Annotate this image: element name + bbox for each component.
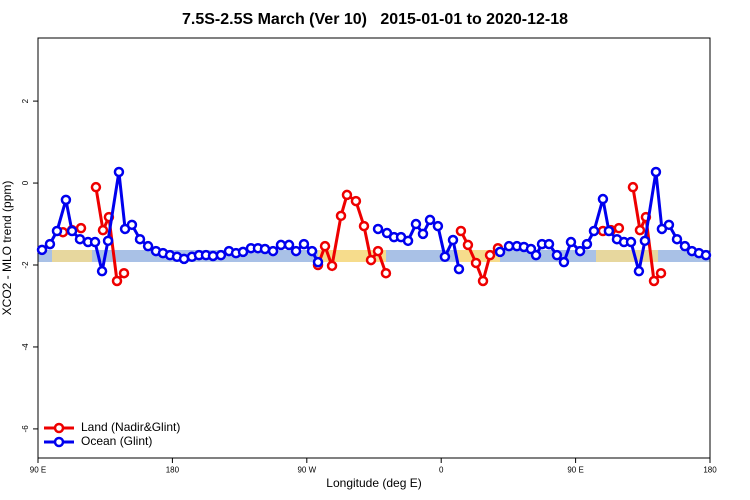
data-point bbox=[259, 243, 271, 255]
data-point bbox=[290, 245, 302, 257]
data-point bbox=[432, 220, 444, 232]
data-point bbox=[462, 239, 474, 251]
data-point bbox=[648, 275, 660, 287]
y-tick-label: -4 bbox=[21, 343, 30, 351]
data-point bbox=[102, 235, 114, 247]
data-point bbox=[358, 220, 370, 232]
data-point bbox=[372, 245, 384, 257]
data-point bbox=[663, 219, 675, 231]
data-point bbox=[380, 267, 392, 279]
data-point bbox=[89, 236, 101, 248]
data-point bbox=[341, 189, 353, 201]
data-point bbox=[410, 218, 422, 230]
data-point bbox=[453, 263, 465, 275]
data-point bbox=[66, 225, 78, 237]
data-point bbox=[558, 256, 570, 268]
x-tick-label: 0 bbox=[439, 466, 444, 475]
data-point bbox=[275, 239, 287, 251]
data-point bbox=[90, 181, 102, 193]
data-point bbox=[36, 244, 48, 256]
x-axis-label: Longitude (deg E) bbox=[326, 476, 421, 490]
y-tick-label: 2 bbox=[21, 98, 30, 103]
data-point bbox=[306, 245, 318, 257]
data-point bbox=[574, 245, 586, 257]
data-point bbox=[215, 249, 227, 261]
data-point bbox=[96, 265, 108, 277]
data-point bbox=[634, 224, 646, 236]
data-point bbox=[44, 238, 56, 250]
data-point bbox=[267, 245, 279, 257]
x-tick-label: 90 E bbox=[567, 466, 583, 475]
x-tick-label: 180 bbox=[166, 466, 180, 475]
data-point bbox=[75, 222, 87, 234]
data-point bbox=[97, 224, 109, 236]
data-point bbox=[113, 166, 125, 178]
data-point bbox=[565, 236, 577, 248]
data-point bbox=[335, 210, 347, 222]
data-point bbox=[372, 223, 384, 235]
data-point bbox=[597, 193, 609, 205]
y-axis-label: XCO2 - MLO trend (ppm) bbox=[0, 181, 14, 316]
data-point bbox=[126, 219, 138, 231]
data-point bbox=[350, 195, 362, 207]
data-point bbox=[237, 246, 249, 258]
data-point bbox=[613, 222, 625, 234]
land-strip bbox=[596, 250, 658, 262]
data-point bbox=[543, 238, 555, 250]
y-tick-label: -6 bbox=[21, 425, 30, 433]
data-point bbox=[470, 257, 482, 269]
data-point bbox=[639, 235, 651, 247]
data-point bbox=[111, 275, 123, 287]
legend-marker bbox=[53, 422, 65, 434]
data-point bbox=[417, 228, 429, 240]
data-point bbox=[679, 240, 691, 252]
data-point bbox=[365, 254, 377, 266]
data-point bbox=[60, 194, 72, 206]
y-tick-label: 0 bbox=[21, 180, 30, 185]
data-point bbox=[312, 256, 324, 268]
legend-label: Ocean (Glint) bbox=[81, 434, 152, 448]
chart-title: 7.5S-2.5S March (Ver 10) 2015-01-01 to 2… bbox=[182, 11, 568, 28]
x-tick-label: 90 W bbox=[297, 466, 316, 475]
data-point bbox=[118, 267, 130, 279]
x-tick-label: 90 E bbox=[30, 466, 46, 475]
land-strip bbox=[52, 250, 92, 262]
data-point bbox=[424, 214, 436, 226]
data-point bbox=[402, 235, 414, 247]
data-point bbox=[51, 225, 63, 237]
data-point bbox=[650, 166, 662, 178]
y-tick-label: -2 bbox=[21, 261, 30, 269]
data-point bbox=[530, 249, 542, 261]
legend-marker bbox=[53, 436, 65, 448]
legend: Land (Nadir&Glint)Ocean (Glint) bbox=[44, 420, 180, 448]
data-point bbox=[439, 251, 451, 263]
data-point bbox=[627, 181, 639, 193]
data-point bbox=[319, 240, 331, 252]
data-point bbox=[455, 225, 467, 237]
data-point bbox=[551, 249, 563, 261]
data-point bbox=[447, 234, 459, 246]
data-point bbox=[700, 249, 712, 261]
data-point bbox=[655, 267, 667, 279]
data-point bbox=[588, 225, 600, 237]
data-point bbox=[326, 260, 338, 272]
data-point bbox=[581, 238, 593, 250]
data-point bbox=[603, 225, 615, 237]
data-point bbox=[74, 233, 86, 245]
data-point bbox=[283, 239, 295, 251]
data-point bbox=[484, 249, 496, 261]
data-point bbox=[494, 246, 506, 258]
data-point bbox=[134, 233, 146, 245]
data-point bbox=[477, 275, 489, 287]
x-tick-label: 180 bbox=[703, 466, 717, 475]
data-point bbox=[625, 236, 637, 248]
legend-label: Land (Nadir&Glint) bbox=[81, 420, 180, 434]
data-point bbox=[298, 238, 310, 250]
data-point bbox=[633, 265, 645, 277]
data-point bbox=[142, 240, 154, 252]
data-point bbox=[671, 233, 683, 245]
